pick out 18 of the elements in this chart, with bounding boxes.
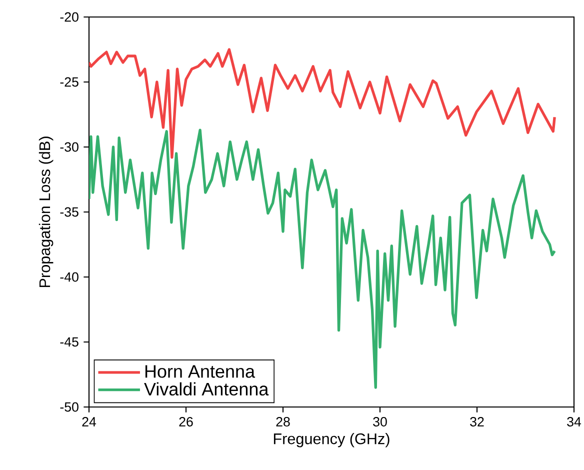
- x-tick-label: 28: [276, 417, 290, 426]
- y-axis-title: Propagation Loss (dB): [38, 136, 54, 288]
- y-tick-label: -45: [60, 337, 78, 347]
- y-tick-label: -20: [60, 12, 78, 22]
- y-tick-label: -25: [60, 77, 78, 87]
- x-tick-label: 26: [179, 417, 193, 426]
- x-axis-title: Freguency (GHz): [274, 432, 390, 448]
- y-tick-label: -50: [60, 402, 78, 412]
- legend-label: Vivaldi Antenna: [144, 382, 269, 396]
- line-series: [89, 48, 556, 159]
- y-tick-label: -40: [60, 272, 78, 282]
- y-tick-label: -35: [60, 207, 78, 217]
- legend-label: Horn Antenna: [145, 365, 256, 378]
- x-tick-label: 24: [82, 417, 96, 426]
- x-tick-label: 30: [373, 417, 387, 426]
- x-tick-label: 32: [470, 417, 484, 426]
- x-tick-label: 34: [567, 417, 582, 426]
- y-tick-label: -30: [60, 142, 78, 152]
